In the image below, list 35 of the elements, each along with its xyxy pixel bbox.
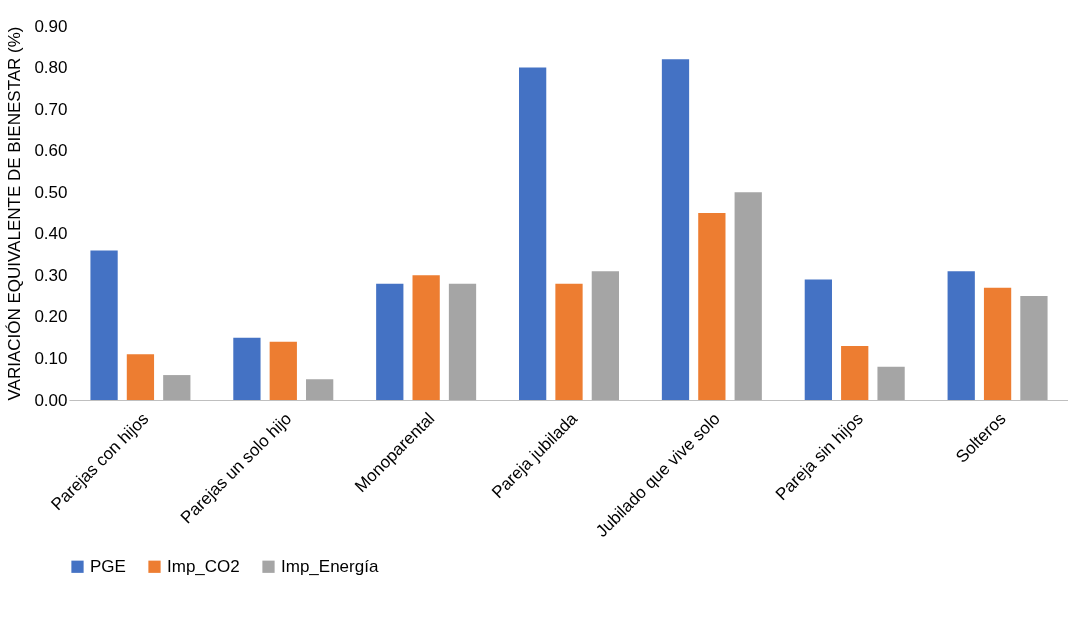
y-tick-label: 0.70 <box>34 99 68 119</box>
bar <box>841 345 869 400</box>
y-axis-title: VARIACIÓN EQUIVALENTE DE BIENESTAR (%) <box>5 26 25 401</box>
legend-label: PGE <box>90 556 126 576</box>
y-tick-label: 0.80 <box>34 58 68 78</box>
bar <box>163 375 191 400</box>
bar <box>306 379 334 400</box>
bar <box>698 213 726 400</box>
bar <box>734 192 762 400</box>
y-tick-label: 0.50 <box>34 182 68 202</box>
bar <box>555 283 583 400</box>
y-tick-label: 0.20 <box>34 307 68 327</box>
y-tick-label: 0.00 <box>34 390 68 410</box>
bar <box>233 337 261 400</box>
bar <box>983 287 1012 400</box>
bar <box>376 283 404 400</box>
y-tick-label: 0.60 <box>34 141 68 161</box>
bar <box>1020 296 1048 400</box>
y-tick-label: 0.90 <box>34 16 68 36</box>
bar <box>269 341 297 400</box>
y-tick-label: 0.10 <box>34 348 68 368</box>
legend-label: Imp_Energía <box>281 556 379 576</box>
bar <box>448 283 477 400</box>
bar <box>591 271 619 400</box>
bar <box>519 67 547 400</box>
legend-label: Imp_CO2 <box>167 556 240 576</box>
y-tick-label: 0.40 <box>34 224 68 244</box>
bar <box>661 59 690 400</box>
bar <box>412 275 440 400</box>
bar <box>126 354 155 400</box>
bar <box>947 271 975 400</box>
bar <box>804 279 832 400</box>
bar <box>90 250 118 400</box>
y-tick-label: 0.30 <box>34 265 68 285</box>
bar <box>877 366 905 400</box>
